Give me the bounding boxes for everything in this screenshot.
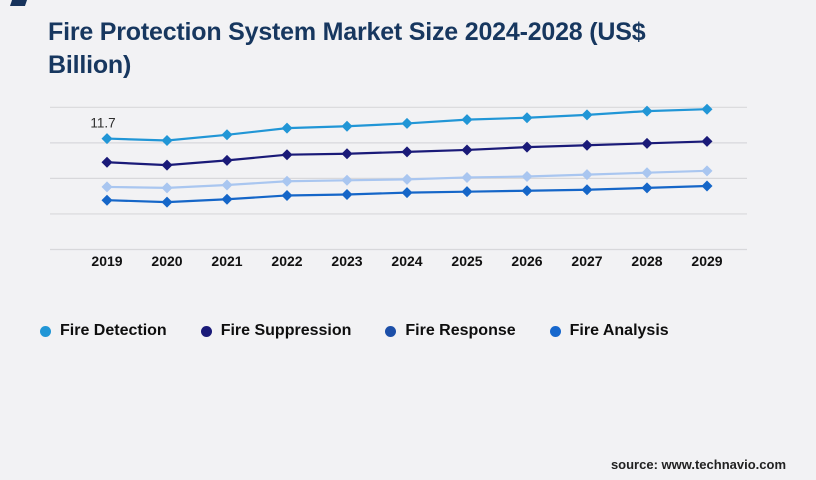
x-axis-label: 2020 [151, 253, 182, 269]
legend-item-fire-suppression: Fire Suppression [200, 322, 352, 340]
marker-fire-response [221, 179, 233, 191]
legend-dot-fire-response [385, 325, 397, 337]
legend-label: Fire Detection [60, 322, 167, 339]
marker-fire-analysis [281, 189, 293, 201]
marker-fire-analysis [461, 186, 473, 198]
marker-fire-response [161, 182, 173, 194]
x-axis-label: 2023 [331, 253, 362, 269]
marker-fire-suppression [101, 156, 113, 168]
source-attribution: source: www.technavio.com [610, 457, 786, 472]
marker-fire-detection [521, 112, 533, 124]
marker-fire-suppression [281, 149, 293, 161]
marker-fire-response [521, 171, 533, 183]
marker-fire-analysis [701, 180, 713, 192]
data-label: 11.7 [90, 116, 115, 131]
legend-label: Fire Response [405, 322, 516, 339]
marker-fire-detection [581, 109, 593, 121]
marker-fire-response [701, 165, 713, 177]
marker-fire-analysis [401, 187, 413, 199]
marker-fire-suppression [521, 141, 533, 153]
marker-fire-detection [101, 133, 113, 145]
marker-fire-detection [461, 114, 473, 126]
marker-fire-analysis [161, 196, 173, 208]
legend-item-fire-response: Fire Response [385, 322, 516, 340]
marker-fire-suppression [221, 154, 233, 166]
legend-dot-fire-suppression [200, 325, 212, 337]
marker-fire-detection [401, 117, 413, 129]
x-axis-label: 2021 [211, 253, 242, 269]
x-axis-label: 2025 [451, 253, 482, 269]
marker-fire-detection [281, 122, 293, 134]
marker-fire-response [401, 173, 413, 185]
corner-accent [10, 0, 27, 6]
marker-fire-detection [221, 129, 233, 141]
marker-fire-suppression [701, 135, 713, 147]
x-axis-label: 2028 [631, 253, 662, 269]
marker-fire-suppression [641, 137, 653, 149]
legend-item-fire-detection: Fire Detection [40, 322, 167, 340]
marker-fire-analysis [221, 193, 233, 205]
x-axis-label: 2029 [691, 253, 722, 269]
marker-fire-suppression [161, 159, 173, 171]
marker-fire-analysis [581, 184, 593, 196]
marker-fire-analysis [341, 189, 353, 201]
x-axis-label: 2019 [91, 253, 122, 269]
x-axis-label: 2026 [511, 253, 542, 269]
x-axis-label: 2024 [391, 253, 422, 269]
x-axis-label: 2027 [571, 253, 602, 269]
marker-fire-suppression [461, 144, 473, 156]
legend-item-fire-analysis: Fire Analysis [549, 322, 669, 340]
marker-fire-suppression [401, 146, 413, 158]
marker-fire-analysis [521, 185, 533, 197]
marker-fire-analysis [641, 182, 653, 194]
chart-title: Fire Protection System Market Size 2024-… [48, 18, 646, 79]
x-axis-label: 2022 [271, 253, 302, 269]
marker-fire-detection [161, 134, 173, 146]
marker-fire-detection [701, 103, 713, 115]
marker-fire-suppression [341, 148, 353, 160]
legend-dot-fire-analysis [549, 325, 561, 337]
legend-dot-fire-detection [40, 325, 51, 337]
legend-label: Fire Analysis [569, 322, 669, 339]
marker-fire-response [641, 167, 653, 179]
marker-fire-response [581, 169, 593, 181]
marker-fire-detection [341, 120, 353, 132]
legend-label: Fire Suppression [220, 322, 352, 339]
marker-fire-analysis [101, 194, 113, 206]
marker-fire-response [341, 174, 353, 186]
marker-fire-detection [641, 105, 653, 117]
market-size-line-chart: 11.7 2019 2020 2021 2022 2023 2024 2025 2026 2027… [50, 103, 747, 269]
marker-fire-response [101, 181, 113, 193]
marker-fire-suppression [581, 139, 593, 151]
marker-fire-response [461, 171, 473, 183]
legend: Fire Detection Fire Suppression Fire Respo… [40, 322, 669, 340]
marker-fire-response [281, 175, 293, 187]
